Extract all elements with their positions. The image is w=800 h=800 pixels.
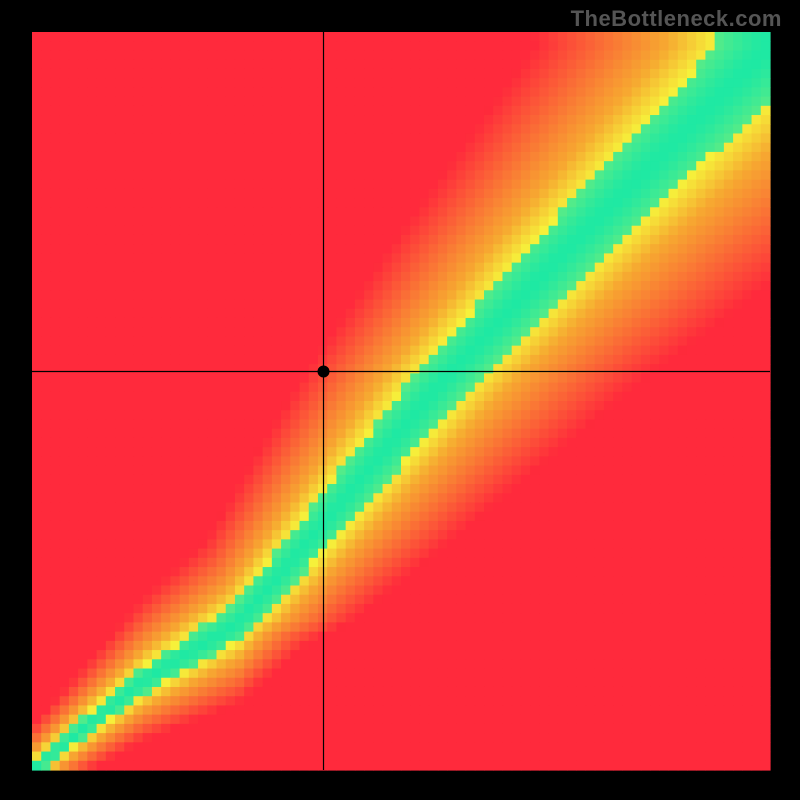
heatmap-plot [0,0,800,800]
crosshair-marker [318,365,330,377]
chart-container: TheBottleneck.com [0,0,800,800]
watermark: TheBottleneck.com [571,6,782,32]
